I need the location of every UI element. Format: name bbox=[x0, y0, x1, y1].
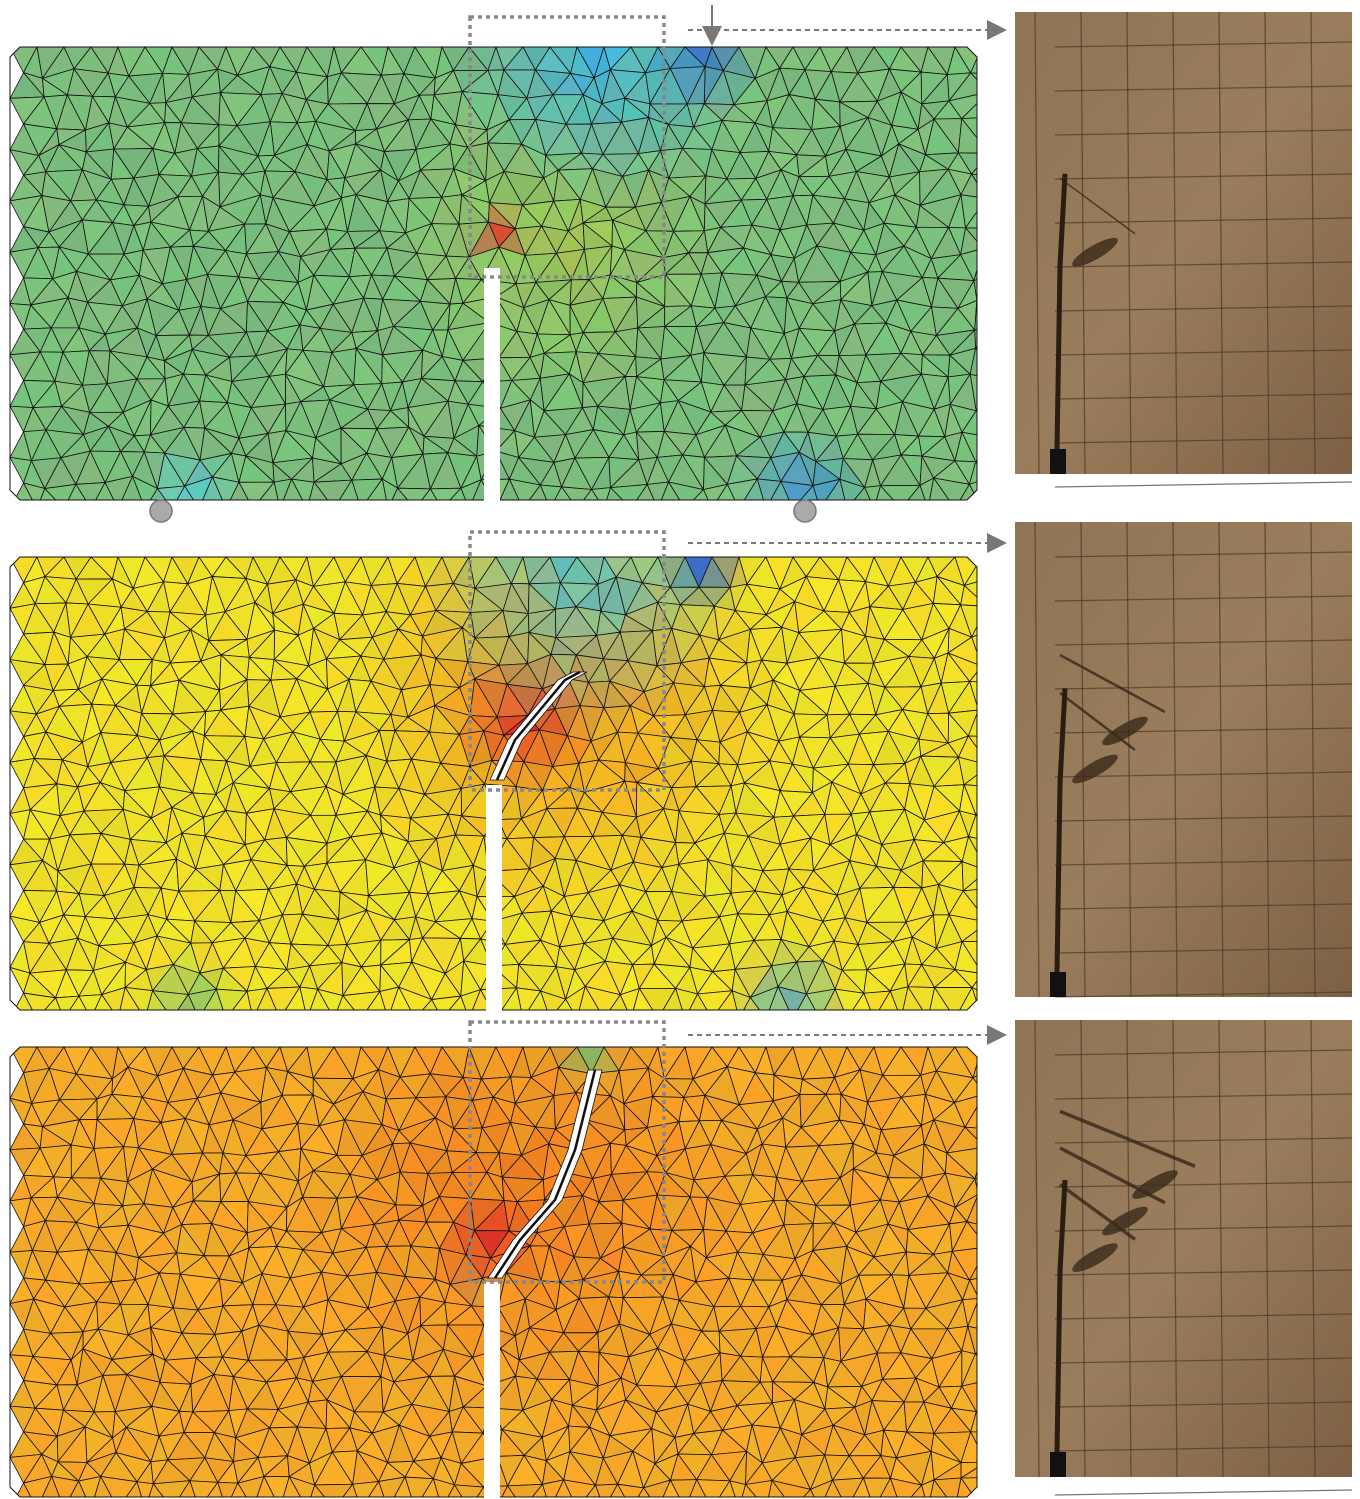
photo-background bbox=[1015, 522, 1352, 997]
mesh-element bbox=[975, 1333, 1009, 1355]
mesh-element bbox=[985, 1130, 1009, 1150]
mesh-element bbox=[985, 1147, 1009, 1174]
mesh-element bbox=[976, 348, 1009, 382]
photo bbox=[1015, 522, 1352, 997]
mesh-element bbox=[975, 1147, 1000, 1179]
panel bbox=[10, 1020, 1352, 1499]
photo bbox=[1015, 12, 1352, 487]
mesh-element bbox=[986, 1433, 1009, 1463]
mesh-element bbox=[987, 1247, 1009, 1273]
support bbox=[794, 500, 816, 522]
mesh-element bbox=[988, 75, 1009, 98]
mesh bbox=[10, 557, 1023, 1019]
mesh-element bbox=[990, 762, 1009, 787]
mesh-element bbox=[982, 1047, 1009, 1070]
mesh-element bbox=[971, 1412, 1001, 1433]
mesh-element bbox=[987, 578, 1009, 608]
mesh-element bbox=[985, 1070, 1009, 1099]
mesh-element bbox=[979, 1298, 1009, 1332]
mesh-element bbox=[989, 150, 1009, 178]
mesh-element bbox=[976, 406, 1009, 438]
mesh-element bbox=[982, 967, 1009, 997]
photo bbox=[1015, 1020, 1352, 1495]
notch bbox=[486, 785, 502, 1012]
mesh-element bbox=[996, 1477, 1023, 1499]
mesh-element bbox=[982, 941, 1009, 973]
mesh-element bbox=[989, 117, 1009, 153]
mesh-element bbox=[976, 787, 1009, 815]
mesh-element bbox=[976, 382, 1009, 411]
mesh-element bbox=[978, 1194, 1009, 1230]
photo-background bbox=[1015, 1020, 1352, 1477]
mesh-element bbox=[990, 737, 1009, 765]
support bbox=[150, 500, 172, 522]
mesh-element bbox=[976, 438, 1009, 462]
mesh-element bbox=[978, 1174, 1009, 1201]
mesh-element bbox=[988, 916, 1009, 941]
photo-notch bbox=[1050, 449, 1066, 474]
mesh-element bbox=[976, 814, 1009, 842]
mesh-element bbox=[987, 606, 1009, 631]
photo-notch bbox=[1050, 1452, 1066, 1477]
mesh-element bbox=[974, 271, 1000, 300]
mesh-element bbox=[982, 557, 1009, 578]
panel bbox=[10, 12, 1352, 509]
mesh-element bbox=[982, 660, 1009, 683]
mesh-element bbox=[982, 631, 1009, 666]
mesh-element bbox=[974, 248, 1000, 280]
mesh-element bbox=[983, 228, 1009, 252]
mesh-element bbox=[987, 1230, 1009, 1252]
photo-notch bbox=[1050, 972, 1066, 997]
mesh-element bbox=[978, 710, 1009, 737]
mesh-element bbox=[977, 271, 1009, 303]
photo-grid-line bbox=[1055, 1490, 1352, 1495]
mesh-element bbox=[976, 328, 1009, 355]
photo-grid-line bbox=[1055, 482, 1352, 487]
mesh-element bbox=[988, 887, 1009, 922]
page: (() => { const NS = 'http://www.w3.org/2… bbox=[0, 0, 1360, 1499]
mesh-element bbox=[977, 300, 1009, 328]
mesh-element bbox=[987, 842, 1009, 871]
mesh-element bbox=[982, 1477, 1009, 1499]
mesh-element bbox=[983, 248, 1009, 271]
mesh-element bbox=[975, 1174, 1000, 1194]
mesh-element bbox=[986, 1457, 1009, 1477]
mesh-element bbox=[978, 683, 1009, 711]
mesh-element bbox=[986, 198, 1009, 228]
mesh-element bbox=[976, 457, 1009, 478]
mesh-element bbox=[985, 1094, 1009, 1130]
mesh-element bbox=[986, 177, 1009, 200]
mesh bbox=[10, 1047, 1023, 1499]
panels bbox=[10, 5, 1352, 1499]
notch bbox=[484, 1282, 500, 1499]
mesh-element bbox=[975, 1354, 1009, 1377]
notch bbox=[484, 268, 500, 502]
mesh-element bbox=[988, 478, 1023, 509]
mesh-element bbox=[988, 92, 1009, 117]
mesh-element bbox=[976, 1377, 1009, 1412]
mesh-element bbox=[972, 988, 992, 1019]
mesh-element bbox=[979, 1273, 1009, 1304]
mesh-element bbox=[982, 47, 1009, 75]
mesh-element bbox=[982, 478, 1009, 509]
mesh-element bbox=[987, 865, 1009, 887]
photo-background bbox=[1015, 12, 1352, 474]
mesh-element bbox=[982, 997, 1009, 1019]
panel bbox=[10, 522, 1352, 1019]
mesh-element bbox=[976, 1406, 1009, 1433]
figure bbox=[0, 0, 1360, 1499]
